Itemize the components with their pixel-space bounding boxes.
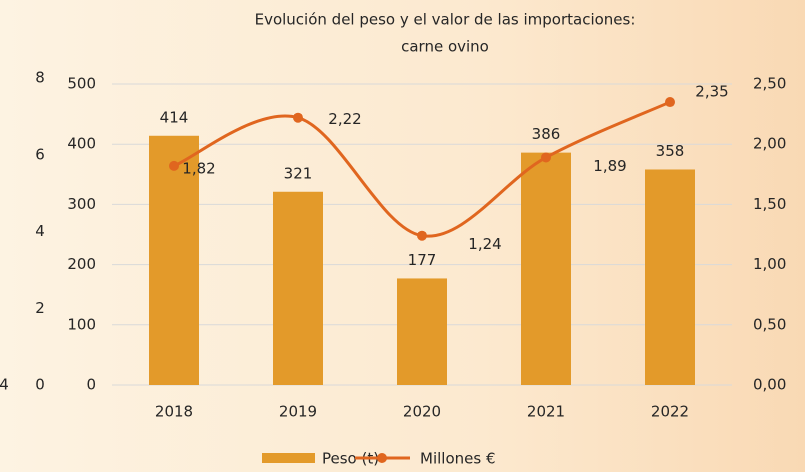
y2-tick-label: 1,00 xyxy=(753,255,786,273)
line-marker xyxy=(541,152,551,163)
legend-label: Millones € xyxy=(420,450,495,468)
line-marker xyxy=(169,160,179,171)
chart-title: carne ovino xyxy=(401,38,489,56)
bar-label: 386 xyxy=(532,125,561,143)
line-marker xyxy=(293,112,303,123)
overlap-tick-label: 2 xyxy=(35,299,45,317)
legend-swatch xyxy=(262,453,315,463)
y2-tick-label: 2,00 xyxy=(753,135,786,153)
chart-title: Evolución del peso y el valor de las imp… xyxy=(255,11,636,29)
x-tick-label: 2021 xyxy=(527,403,565,421)
y-tick-label: 0 xyxy=(86,376,96,394)
bar xyxy=(149,135,199,385)
line-marker xyxy=(417,230,427,241)
x-tick-label: 2018 xyxy=(155,403,193,421)
bar-label: 177 xyxy=(408,251,437,269)
bar xyxy=(397,278,447,385)
line-label: 1,89 xyxy=(593,157,626,175)
y-tick-label: 200 xyxy=(67,255,96,273)
line-label: 2,35 xyxy=(695,83,728,101)
x-tick-label: 2022 xyxy=(651,403,689,421)
overlap-tick-label: 0 xyxy=(35,376,45,394)
bar-label: 321 xyxy=(284,164,313,182)
overlap-tick-label: 6 xyxy=(35,145,45,163)
bar xyxy=(645,169,695,385)
bar xyxy=(273,191,323,385)
x-tick-label: 2020 xyxy=(403,403,441,421)
y2-tick-label: 0,50 xyxy=(753,315,786,333)
y-tick-label: 100 xyxy=(67,315,96,333)
fragment: 4 xyxy=(0,376,9,394)
overlap-tick-label: 8 xyxy=(35,69,45,87)
y2-tick-label: 1,50 xyxy=(753,195,786,213)
y-tick-label: 300 xyxy=(67,195,96,213)
bar xyxy=(521,152,571,385)
bar-label: 358 xyxy=(656,142,685,160)
line-label: 1,82 xyxy=(182,159,215,177)
line-label: 2,22 xyxy=(328,110,361,128)
line-marker xyxy=(665,97,675,108)
line-label: 1,24 xyxy=(468,235,501,253)
bar-label: 414 xyxy=(160,108,189,126)
legend-swatch xyxy=(377,453,387,463)
y-tick-label: 400 xyxy=(67,135,96,153)
legend-label: Peso (t) xyxy=(322,450,379,468)
y-tick-label: 500 xyxy=(67,75,96,93)
x-tick-label: 2019 xyxy=(279,403,317,421)
overlap-tick-label: 4 xyxy=(35,222,45,240)
y2-tick-label: 2,50 xyxy=(753,75,786,93)
y2-tick-label: 0,00 xyxy=(753,376,786,394)
